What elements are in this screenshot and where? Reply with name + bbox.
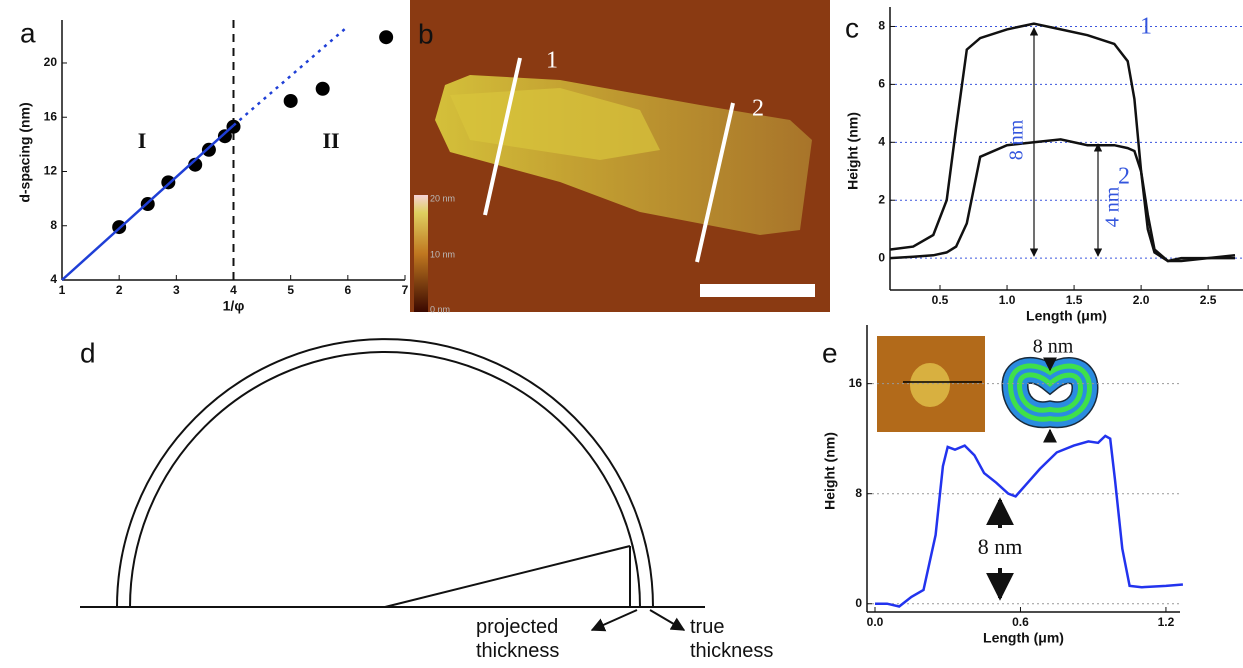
x-axis-label: Length (μm) [983, 630, 1064, 646]
x-tick-label: 4 [230, 283, 237, 297]
data-line [890, 138, 1235, 263]
x-tick-label: 3 [173, 283, 180, 297]
y-tick-label: 16 [44, 109, 58, 123]
annotation: 8 nm [1033, 336, 1074, 358]
annotation: 8 nm [978, 534, 1023, 559]
panel-label: e [822, 337, 838, 368]
data-point [201, 142, 216, 157]
y-tick-label: 0 [855, 596, 862, 610]
y-tick-label: 0 [878, 250, 885, 264]
panel-label: c [845, 12, 859, 43]
y-axis-label: d-spacing (nm) [17, 102, 33, 202]
x-tick-label: 2.5 [1200, 293, 1217, 307]
y-axis-label: Height (nm) [822, 432, 838, 510]
y-tick-label: 4 [878, 134, 885, 148]
region-label: II [322, 128, 339, 153]
x-tick-label: 5 [287, 283, 294, 297]
panel-label: b [418, 18, 434, 49]
x-tick-label: 1.2 [1158, 615, 1175, 629]
y-tick-label: 8 [878, 19, 885, 33]
x-axis-label: 1/φ [223, 298, 245, 314]
x-tick-label: 0.5 [932, 293, 949, 307]
data-point [217, 129, 232, 144]
x-tick-label: 1.0 [999, 293, 1016, 307]
data-point [188, 157, 203, 172]
annotation: 2 [1118, 164, 1130, 190]
panel-label: a [20, 17, 36, 48]
colorbar-label: 10 nm [430, 249, 455, 259]
x-tick-label: 2 [116, 283, 123, 297]
x-tick-label: 0.6 [1012, 615, 1029, 629]
colorbar-label: 20 nm [430, 193, 455, 203]
y-tick-label: 8 [50, 218, 57, 232]
data-point [379, 30, 394, 45]
y-tick-label: 12 [44, 164, 58, 178]
annotation: 1 [1140, 14, 1152, 40]
colorbar-label: 0 nm [430, 304, 450, 314]
data-line [875, 434, 1184, 608]
x-tick-label: 2.0 [1133, 293, 1150, 307]
data-point [315, 81, 330, 96]
y-tick-label: 16 [849, 376, 863, 390]
y-tick-label: 8 [855, 486, 862, 500]
diagram-label: true thickness [690, 616, 774, 662]
line-label: 1 [546, 48, 558, 74]
y-tick-label: 20 [44, 55, 58, 69]
y-tick-label: 6 [878, 77, 885, 91]
annotation: 4 nm [1102, 186, 1124, 227]
y-tick-label: 4 [50, 272, 57, 286]
data-line [232, 25, 349, 127]
y-axis-label: Height (nm) [845, 112, 861, 190]
diagram [80, 338, 705, 632]
line-label: 2 [752, 96, 764, 122]
y-tick-label: 2 [878, 192, 885, 206]
afm-image [410, 0, 830, 312]
diagram-label: projected thickness [476, 616, 560, 662]
x-tick-label: 1.5 [1066, 293, 1083, 307]
region-label: I [138, 128, 147, 153]
x-tick-label: 0.0 [867, 615, 884, 629]
x-tick-label: 7 [402, 283, 409, 297]
x-tick-label: 1 [59, 283, 66, 297]
panel-label: d [80, 337, 96, 368]
x-tick-label: 6 [344, 283, 351, 297]
annotation: 8 nm [1006, 119, 1028, 160]
data-line [61, 124, 235, 281]
x-axis-label: Length (μm) [1026, 308, 1107, 324]
data-line [890, 22, 1236, 263]
data-point [283, 93, 298, 108]
